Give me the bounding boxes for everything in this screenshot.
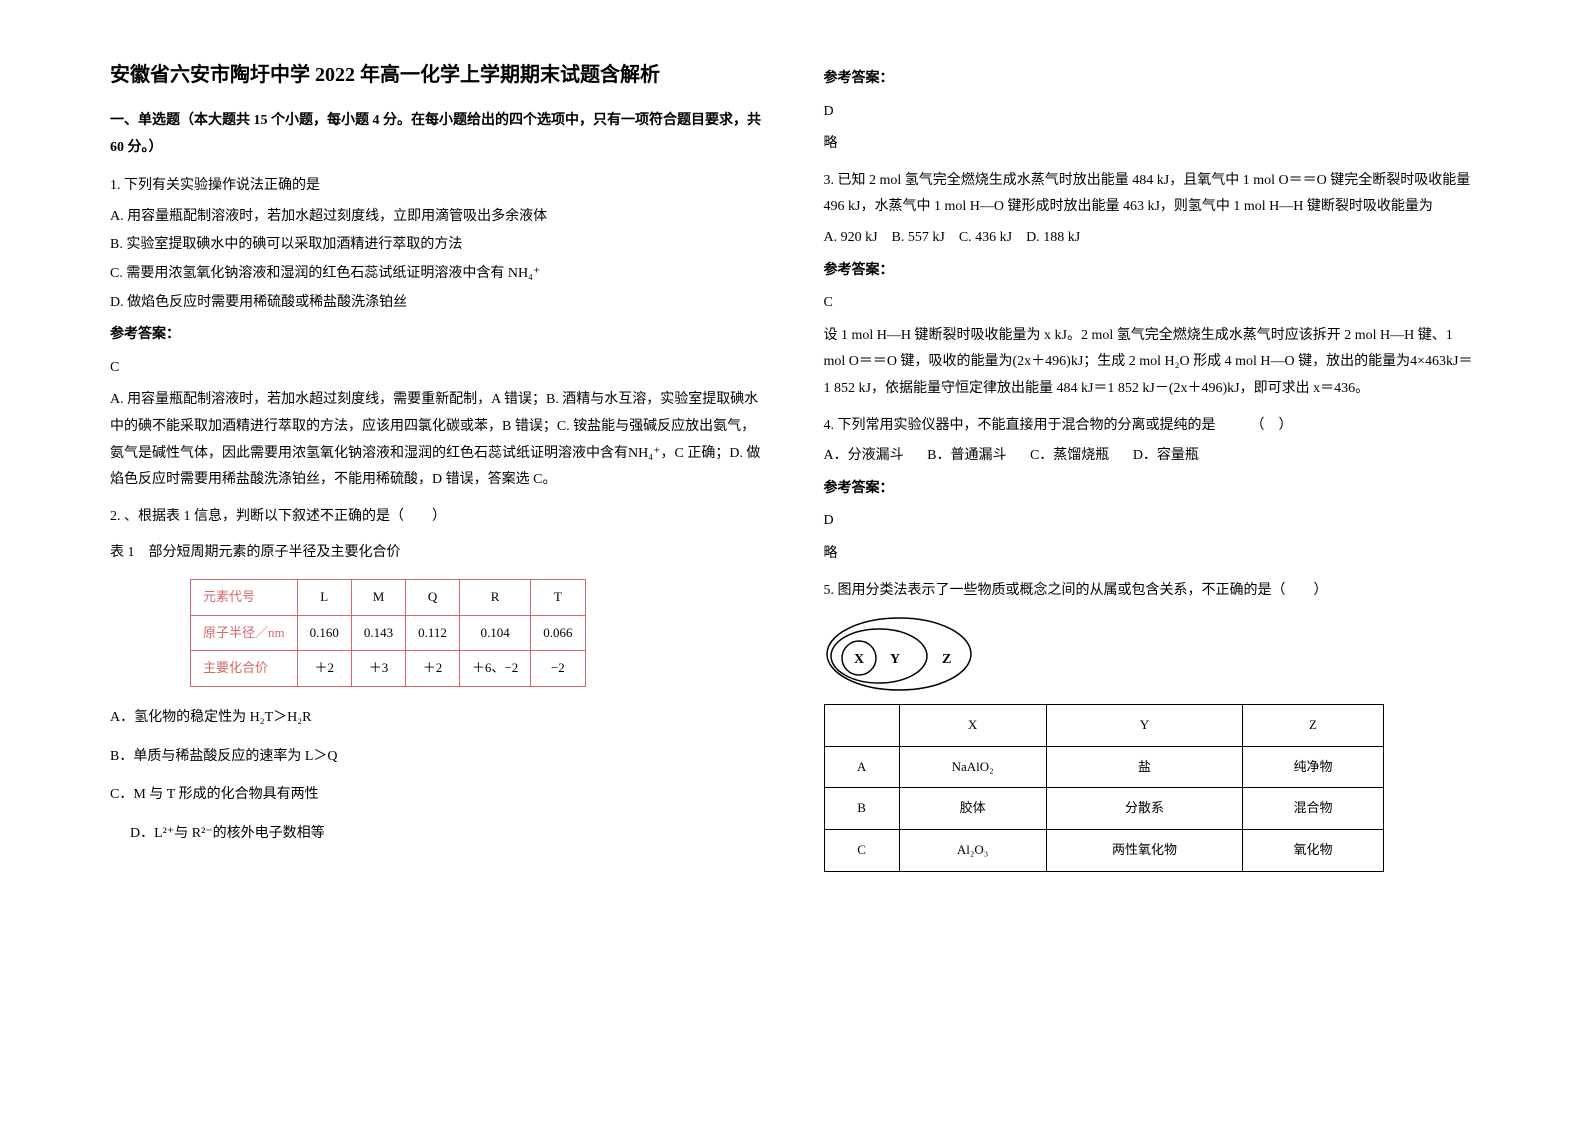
table-cell: 0.066 (531, 615, 585, 651)
q1-answer-label: 参考答案： (110, 322, 764, 349)
table-cell: 0.104 (459, 615, 530, 651)
q1-option-a: A. 用容量瓶配制溶液时，若加水超过刻度线，立即用滴管吸出多余液体 (110, 204, 764, 231)
question-3: 3. 已知 2 mol 氢气完全燃烧生成水蒸气时放出能量 484 kJ，且氧气中… (824, 168, 1478, 403)
table-cell: ＋2 (406, 651, 460, 687)
question-1: 1. 下列有关实验操作说法正确的是 A. 用容量瓶配制溶液时，若加水超过刻度线，… (110, 173, 764, 494)
q2-option-d: D．L²⁺与 R²⁻的核外电子数相等 (130, 821, 764, 848)
q1-explanation: A. 用容量瓶配制溶液时，若加水超过刻度线，需要重新配制，A 错误；B. 酒精与… (110, 387, 764, 493)
table-cell: NaAlO₂ (899, 746, 1046, 788)
table-cell: A (824, 746, 899, 788)
q1-option-b: B. 实验室提取碘水中的碘可以采取加酒精进行萃取的方法 (110, 232, 764, 259)
q1-answer: C (110, 355, 764, 382)
left-column: 安徽省六安市陶圩中学 2022 年高一化学上学期期末试题含解析 一、单选题（本大… (80, 60, 794, 1062)
table-cell: C (824, 830, 899, 872)
q4-stem: 4. 下列常用实验仪器中，不能直接用于混合物的分离或提纯的是 （ ） (824, 413, 1478, 440)
q2-stem: 2. 、根据表 1 信息，判断以下叙述不正确的是（ ） (110, 504, 764, 531)
question-2: 2. 、根据表 1 信息，判断以下叙述不正确的是（ ） 表 1 部分短周期元素的… (110, 504, 764, 848)
question-5: 5. 图用分类法表示了一些物质或概念之间的从属或包含关系，不正确的是（ ） X … (824, 578, 1478, 872)
table-row: 原子半径／nm 0.160 0.143 0.112 0.104 0.066 (191, 615, 586, 651)
table-row: A NaAlO₂ 盐 纯净物 (824, 746, 1383, 788)
table-cell: 两性氧化物 (1046, 830, 1243, 872)
q2-brief: 略 (824, 131, 1478, 158)
table-cell: Z (1243, 705, 1383, 747)
diagram-label-y: Y (890, 652, 900, 667)
venn-diagram-icon: X Y Z (824, 614, 994, 694)
table-cell: ＋6、−2 (459, 651, 530, 687)
q4-brief: 略 (824, 541, 1478, 568)
table-cell: 主要化合价 (191, 651, 298, 687)
table-cell: Y (1046, 705, 1243, 747)
q4-options: A．分液漏斗 B．普通漏斗 C．蒸馏烧瓶 D．容量瓶 (824, 443, 1478, 470)
q3-stem: 3. 已知 2 mol 氢气完全燃烧生成水蒸气时放出能量 484 kJ，且氧气中… (824, 168, 1478, 221)
q4-option-c: C．蒸馏烧瓶 (1030, 448, 1109, 463)
table-cell: 0.160 (297, 615, 351, 651)
q1-option-d: D. 做焰色反应时需要用稀硫酸或稀盐酸洗涤铂丝 (110, 290, 764, 317)
q4-option-a: A．分液漏斗 (824, 448, 904, 463)
q5-diagram: X Y Z (824, 614, 1478, 694)
table-cell: R (459, 579, 530, 615)
q1-options: A. 用容量瓶配制溶液时，若加水超过刻度线，立即用滴管吸出多余液体 B. 实验室… (110, 204, 764, 316)
section-intro: 一、单选题（本大题共 15 个小题，每小题 4 分。在每小题给出的四个选项中，只… (110, 108, 764, 161)
diagram-label-z: Z (942, 652, 951, 667)
diagram-label-x: X (854, 652, 864, 667)
table-cell: 分散系 (1046, 788, 1243, 830)
table-cell: 氧化物 (1243, 830, 1383, 872)
q2-option-a: A．氢化物的稳定性为 H₂T＞H₂R (110, 705, 764, 732)
table-row: C Al₂O₃ 两性氧化物 氧化物 (824, 830, 1383, 872)
q4-option-b: B．普通漏斗 (927, 448, 1006, 463)
table-cell: Q (406, 579, 460, 615)
table-cell: 原子半径／nm (191, 615, 298, 651)
table-row: X Y Z (824, 705, 1383, 747)
q2-option-b: B．单质与稀盐酸反应的速率为 L＞Q (110, 744, 764, 771)
table-cell: 元素代号 (191, 579, 298, 615)
table-row: B 胶体 分散系 混合物 (824, 788, 1383, 830)
table-cell: 0.143 (351, 615, 405, 651)
q5-table: X Y Z A NaAlO₂ 盐 纯净物 B 胶体 分散系 混合物 C Al₂O… (824, 704, 1384, 872)
q4-answer-label: 参考答案： (824, 476, 1478, 503)
table-cell: T (531, 579, 585, 615)
q2-answer: D (824, 99, 1478, 126)
table-cell: 胶体 (899, 788, 1046, 830)
q2-answer-label: 参考答案： (824, 66, 1478, 93)
document-title: 安徽省六安市陶圩中学 2022 年高一化学上学期期末试题含解析 (110, 60, 764, 90)
q1-stem: 1. 下列有关实验操作说法正确的是 (110, 173, 764, 200)
table-cell: L (297, 579, 351, 615)
table-cell: B (824, 788, 899, 830)
table-cell: −2 (531, 651, 585, 687)
table-cell: Al₂O₃ (899, 830, 1046, 872)
q2-table-caption: 表 1 部分短周期元素的原子半径及主要化合价 (110, 540, 764, 567)
table-cell: ＋2 (297, 651, 351, 687)
q4-answer: D (824, 508, 1478, 535)
q2-option-c: C．M 与 T 形成的化合物具有两性 (110, 782, 764, 809)
table-cell: 0.112 (406, 615, 460, 651)
table-cell: M (351, 579, 405, 615)
table-cell (824, 705, 899, 747)
table-cell: 混合物 (1243, 788, 1383, 830)
table-row: 主要化合价 ＋2 ＋3 ＋2 ＋6、−2 −2 (191, 651, 586, 687)
q2-table: 元素代号 L M Q R T 原子半径／nm 0.160 0.143 0.112… (190, 579, 586, 687)
table-cell: 纯净物 (1243, 746, 1383, 788)
right-column: 参考答案： D 略 3. 已知 2 mol 氢气完全燃烧生成水蒸气时放出能量 4… (794, 60, 1508, 1062)
q3-answer: C (824, 290, 1478, 317)
q3-options: A. 920 kJ B. 557 kJ C. 436 kJ D. 188 kJ (824, 225, 1478, 252)
q3-explanation: 设 1 mol H—H 键断裂时吸收能量为 x kJ。2 mol 氢气完全燃烧生… (824, 323, 1478, 403)
table-cell: 盐 (1046, 746, 1243, 788)
table-cell: X (899, 705, 1046, 747)
q4-option-d: D．容量瓶 (1133, 448, 1199, 463)
q5-stem: 5. 图用分类法表示了一些物质或概念之间的从属或包含关系，不正确的是（ ） (824, 578, 1478, 605)
table-cell: ＋3 (351, 651, 405, 687)
question-4: 4. 下列常用实验仪器中，不能直接用于混合物的分离或提纯的是 （ ） A．分液漏… (824, 413, 1478, 568)
q3-answer-label: 参考答案： (824, 258, 1478, 285)
q1-option-c: C. 需要用浓氢氧化钠溶液和湿润的红色石蕊试纸证明溶液中含有 NH₄⁺ (110, 261, 764, 288)
table-row: 元素代号 L M Q R T (191, 579, 586, 615)
